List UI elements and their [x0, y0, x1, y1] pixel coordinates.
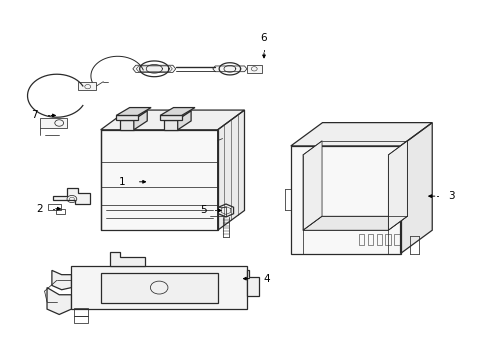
- Polygon shape: [53, 188, 90, 204]
- Polygon shape: [246, 270, 259, 296]
- Bar: [40, 118, 66, 128]
- Polygon shape: [110, 252, 144, 266]
- Polygon shape: [47, 288, 71, 315]
- Polygon shape: [101, 130, 217, 230]
- Bar: [56, 209, 64, 214]
- Bar: [74, 316, 88, 323]
- Text: 6: 6: [260, 33, 267, 43]
- Polygon shape: [303, 141, 322, 230]
- Polygon shape: [160, 116, 181, 120]
- Polygon shape: [116, 116, 138, 120]
- Text: 3: 3: [447, 191, 454, 201]
- Polygon shape: [290, 146, 400, 253]
- Polygon shape: [134, 111, 147, 130]
- Polygon shape: [116, 108, 151, 116]
- Bar: [385, 234, 390, 244]
- Polygon shape: [212, 66, 246, 72]
- Polygon shape: [290, 123, 431, 146]
- Text: 1: 1: [119, 177, 125, 187]
- Bar: [358, 234, 364, 244]
- Polygon shape: [101, 110, 244, 130]
- Bar: [246, 64, 261, 73]
- Polygon shape: [217, 110, 244, 230]
- Text: 2: 2: [36, 204, 43, 214]
- Text: 7: 7: [31, 111, 38, 121]
- Text: 5: 5: [199, 206, 206, 216]
- Polygon shape: [177, 111, 191, 130]
- Bar: [74, 309, 88, 316]
- Polygon shape: [163, 111, 191, 120]
- Polygon shape: [120, 111, 147, 120]
- Polygon shape: [303, 216, 407, 230]
- Polygon shape: [136, 66, 172, 72]
- Bar: [48, 204, 61, 211]
- Bar: [71, 266, 246, 309]
- Bar: [367, 234, 372, 244]
- Polygon shape: [400, 123, 431, 253]
- Polygon shape: [52, 270, 71, 290]
- Bar: [78, 82, 96, 90]
- Polygon shape: [120, 120, 134, 130]
- Polygon shape: [160, 108, 195, 116]
- Bar: [376, 234, 381, 244]
- Polygon shape: [218, 204, 233, 217]
- Polygon shape: [133, 65, 175, 72]
- Bar: [393, 234, 399, 244]
- Bar: [101, 273, 217, 303]
- Polygon shape: [387, 141, 407, 230]
- Text: 4: 4: [263, 274, 269, 284]
- Polygon shape: [163, 120, 177, 130]
